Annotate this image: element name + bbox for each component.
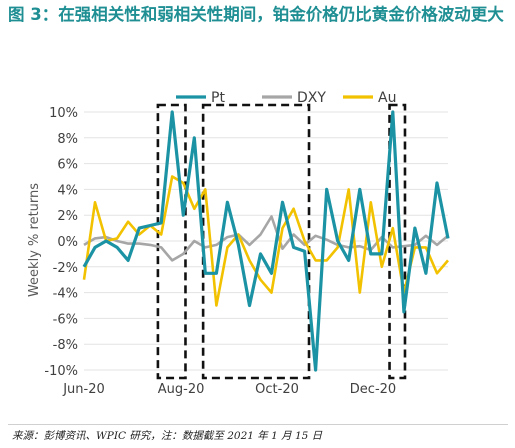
y-axis-title: Weekly % returns	[27, 183, 42, 297]
y-tick-label: 10%	[49, 106, 78, 121]
series-line-au	[82, 175, 449, 307]
y-tick-label: 2%	[57, 209, 78, 224]
x-tick-label: Oct-20	[255, 382, 299, 397]
legend-label-dxy: DXY	[297, 90, 326, 106]
y-tick-label: -8%	[53, 338, 78, 353]
y-tick-labels: 10% 8% 6% 4% 2% 0% -2% -4% -6% -8% -10%	[44, 106, 78, 379]
dashed-boxes	[156, 103, 407, 380]
y-tick-label: 4%	[57, 183, 78, 198]
legend-label-au: Au	[378, 90, 396, 106]
y-tick-label: -6%	[53, 312, 78, 327]
source-note: 来源：彭博资讯、WPIC 研究，注：数据截至 2021 年 1 月 15 日	[12, 430, 323, 442]
y-tick-label: -4%	[53, 287, 78, 302]
x-tick-label: Jun-20	[62, 382, 105, 397]
x-tick-label: Aug-20	[158, 382, 205, 397]
dashed-box	[201, 103, 311, 380]
y-tick-label: -2%	[53, 261, 78, 276]
y-tick-label: 0%	[57, 235, 78, 250]
legend-label-pt: Pt	[211, 90, 225, 106]
series-line-pt	[82, 110, 450, 372]
x-tick-labels: Jun-20 Aug-20 Oct-20 Dec-20	[62, 382, 396, 397]
divider	[8, 424, 508, 425]
dashed-box	[388, 103, 407, 380]
y-tick-label: 8%	[57, 132, 78, 147]
y-tick-label: 6%	[57, 158, 78, 173]
legend: Pt DXY Au	[176, 90, 396, 106]
y-tick-label: -10%	[44, 364, 78, 379]
series-lines	[82, 110, 450, 372]
x-tick-label: Dec-20	[350, 382, 396, 397]
series-line-dxy	[83, 215, 449, 262]
dashed-box	[156, 103, 187, 380]
figure-title: 图 3：在强相关性和弱相关性期间，铂金价格仍比黄金价格波动更大	[8, 5, 504, 24]
